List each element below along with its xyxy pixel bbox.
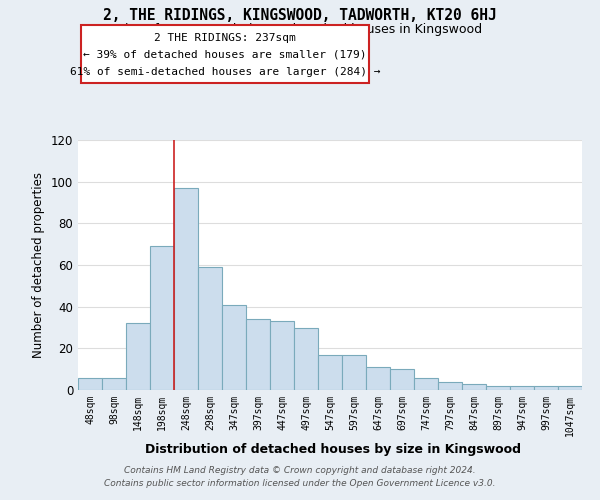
Bar [102, 378, 126, 390]
Bar [318, 354, 342, 390]
Text: Distribution of detached houses by size in Kingswood: Distribution of detached houses by size … [145, 442, 521, 456]
Text: Contains public sector information licensed under the Open Government Licence v3: Contains public sector information licen… [104, 479, 496, 488]
Text: Size of property relative to detached houses in Kingswood: Size of property relative to detached ho… [118, 22, 482, 36]
Bar [78, 378, 102, 390]
Text: 2 THE RIDINGS: 237sqm: 2 THE RIDINGS: 237sqm [154, 32, 296, 42]
Text: 61% of semi-detached houses are larger (284) →: 61% of semi-detached houses are larger (… [70, 67, 380, 77]
Bar [246, 319, 270, 390]
Bar [558, 386, 582, 390]
Bar [294, 328, 318, 390]
Bar [510, 386, 534, 390]
Y-axis label: Number of detached properties: Number of detached properties [32, 172, 45, 358]
Text: ← 39% of detached houses are smaller (179): ← 39% of detached houses are smaller (17… [83, 50, 367, 60]
Bar [126, 324, 150, 390]
Bar [366, 367, 390, 390]
Text: 2, THE RIDINGS, KINGSWOOD, TADWORTH, KT20 6HJ: 2, THE RIDINGS, KINGSWOOD, TADWORTH, KT2… [103, 8, 497, 22]
Bar [390, 369, 414, 390]
Bar [198, 267, 222, 390]
Text: Contains HM Land Registry data © Crown copyright and database right 2024.: Contains HM Land Registry data © Crown c… [124, 466, 476, 475]
Bar [414, 378, 438, 390]
Bar [222, 304, 246, 390]
Bar [270, 322, 294, 390]
Bar [342, 354, 366, 390]
Bar [174, 188, 198, 390]
Bar [438, 382, 462, 390]
Bar [462, 384, 486, 390]
Bar [486, 386, 510, 390]
Bar [150, 246, 174, 390]
Bar [534, 386, 558, 390]
